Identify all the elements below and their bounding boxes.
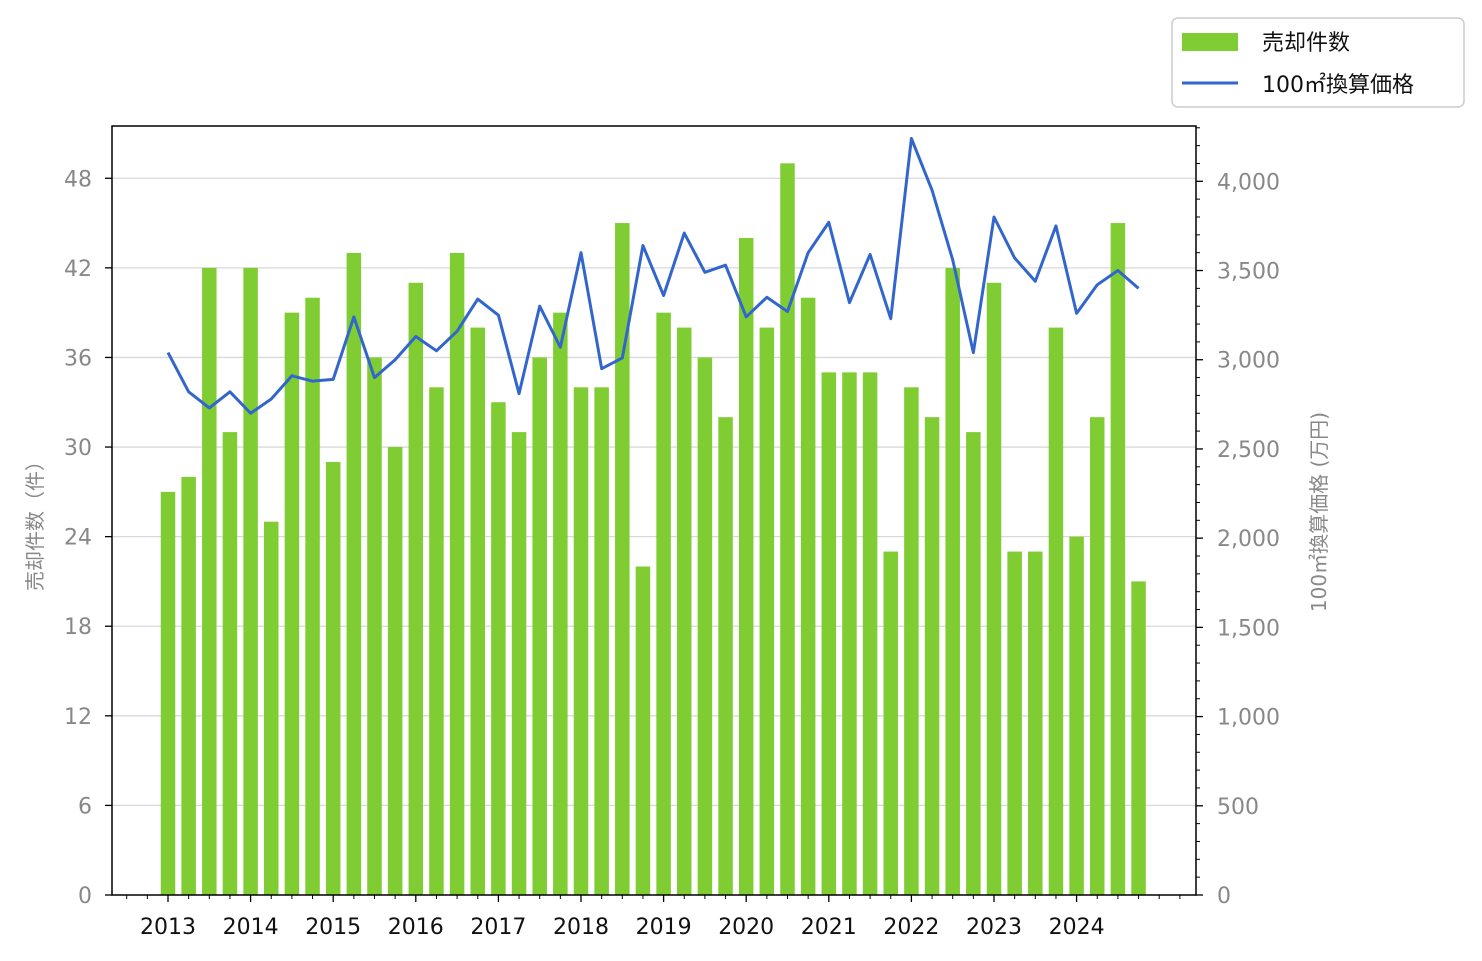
bar-2015Q1 — [325, 461, 341, 895]
left-axis-title: 売却件数（件） — [23, 451, 47, 591]
bar-2022Q1 — [904, 387, 919, 895]
plot-frame — [111, 125, 1197, 896]
bar-2023Q1 — [986, 282, 1002, 896]
line-series — [166, 136, 1140, 415]
right-tick-label-0: 0 — [1217, 884, 1231, 909]
bar-2015Q3 — [367, 357, 382, 895]
bar-series — [160, 163, 1146, 896]
bar-2022Q2 — [924, 417, 940, 895]
bar-2021Q3 — [862, 372, 878, 895]
bar-2020Q4 — [800, 297, 816, 895]
right-tick-label-2,000: 2,000 — [1217, 527, 1280, 552]
bar-2024Q1 — [1069, 536, 1084, 895]
x-tick-label-2015: 2015 — [305, 915, 361, 940]
bar-2020Q1 — [738, 237, 754, 895]
x-tick-label-2021: 2021 — [801, 915, 857, 940]
bar-2013Q1 — [160, 491, 176, 895]
legend: 売却件数 100㎡換算価格 — [1171, 17, 1465, 108]
bar-2018Q4 — [635, 566, 651, 895]
bar-2016Q1 — [408, 282, 424, 896]
right-tick-label-500: 500 — [1217, 795, 1259, 820]
right-tick-label-1,500: 1,500 — [1217, 616, 1280, 641]
bar-2024Q4 — [1131, 581, 1146, 895]
left-tick-label-18: 18 — [64, 615, 92, 640]
plot-border — [111, 125, 1197, 896]
bar-2022Q3 — [945, 267, 960, 895]
right-tick-label-3,000: 3,000 — [1217, 349, 1280, 374]
bar-2024Q3 — [1110, 223, 1126, 896]
bar-2024Q2 — [1090, 417, 1105, 895]
right-axis: 0 500 1,000 1,500 2,000 2,500 3,000 3,500 4,000 — [1196, 127, 1280, 909]
left-tick-label-42: 42 — [64, 257, 92, 282]
bar-2019Q2 — [677, 327, 692, 895]
x-tick-label-2024: 2024 — [1049, 915, 1105, 940]
bar-2018Q1 — [573, 387, 589, 895]
bar-2016Q3 — [449, 252, 465, 895]
right-tick-label-4,000: 4,000 — [1217, 170, 1280, 195]
x-tick-label-2023: 2023 — [966, 915, 1022, 940]
bar-2019Q1 — [656, 312, 671, 895]
bar-2014Q1 — [243, 267, 258, 895]
bar-2020Q2 — [759, 327, 775, 895]
bar-2013Q4 — [222, 432, 238, 895]
x-tick-label-2022: 2022 — [883, 915, 939, 940]
bar-2021Q1 — [821, 372, 837, 895]
bar-2020Q3 — [780, 163, 795, 896]
bar-2016Q2 — [429, 387, 444, 895]
bar-2013Q3 — [202, 267, 217, 895]
left-tick-label-48: 48 — [64, 167, 92, 192]
x-tick-label-2016: 2016 — [388, 915, 444, 940]
legend-box — [1171, 17, 1465, 108]
left-tick-label-0: 0 — [78, 884, 92, 909]
left-tick-label-24: 24 — [64, 526, 92, 551]
bar-2015Q2 — [346, 252, 362, 895]
bar-2019Q4 — [718, 417, 733, 895]
x-tick-label-2020: 2020 — [718, 915, 774, 940]
right-tick-label-1,000: 1,000 — [1217, 706, 1280, 731]
left-tick-label-30: 30 — [64, 436, 92, 461]
bar-2014Q4 — [305, 297, 320, 895]
bar-2021Q4 — [883, 551, 898, 895]
right-tick-label-2,500: 2,500 — [1217, 438, 1280, 463]
bar-2023Q4 — [1048, 327, 1064, 895]
bar-2022Q4 — [966, 432, 981, 895]
legend-bar-swatch — [1182, 33, 1238, 51]
left-tick-label-36: 36 — [64, 346, 92, 371]
left-tick-label-6: 6 — [78, 794, 92, 819]
price-line — [166, 136, 1140, 415]
right-axis-title: 100㎡換算価格 (万円) — [1307, 412, 1331, 612]
bar-2017Q1 — [491, 402, 506, 895]
bar-2023Q3 — [1028, 551, 1043, 895]
x-axis: 2013 2014 2015 2016 2017 2018 2019 2020 2021 2022… — [126, 895, 1181, 940]
right-tick-label-3,500: 3,500 — [1217, 260, 1280, 285]
bar-2017Q3 — [532, 357, 547, 895]
bar-2016Q4 — [470, 327, 485, 895]
left-tick-label-12: 12 — [64, 705, 92, 730]
bar-2023Q2 — [1007, 551, 1022, 895]
bar-2019Q3 — [697, 357, 713, 895]
bar-2014Q3 — [284, 312, 300, 895]
bar-2017Q2 — [511, 432, 527, 895]
bar-2013Q2 — [181, 476, 196, 895]
x-tick-label-2018: 2018 — [553, 915, 609, 940]
x-tick-label-2019: 2019 — [636, 915, 692, 940]
bar-2018Q2 — [594, 387, 609, 895]
left-axis: 0 6 12 18 24 30 36 42 48 — [64, 167, 112, 909]
legend-line-label: 100㎡換算価格 — [1262, 72, 1414, 98]
x-tick-label-2017: 2017 — [470, 915, 526, 940]
bar-2014Q2 — [264, 521, 279, 895]
x-tick-label-2014: 2014 — [223, 915, 279, 940]
bar-2021Q2 — [842, 372, 857, 895]
x-tick-label-2013: 2013 — [140, 915, 196, 940]
bar-2017Q4 — [553, 312, 568, 895]
legend-bar-label: 売却件数 — [1262, 31, 1350, 56]
bar-2018Q3 — [615, 223, 630, 896]
bar-2015Q4 — [387, 447, 403, 895]
